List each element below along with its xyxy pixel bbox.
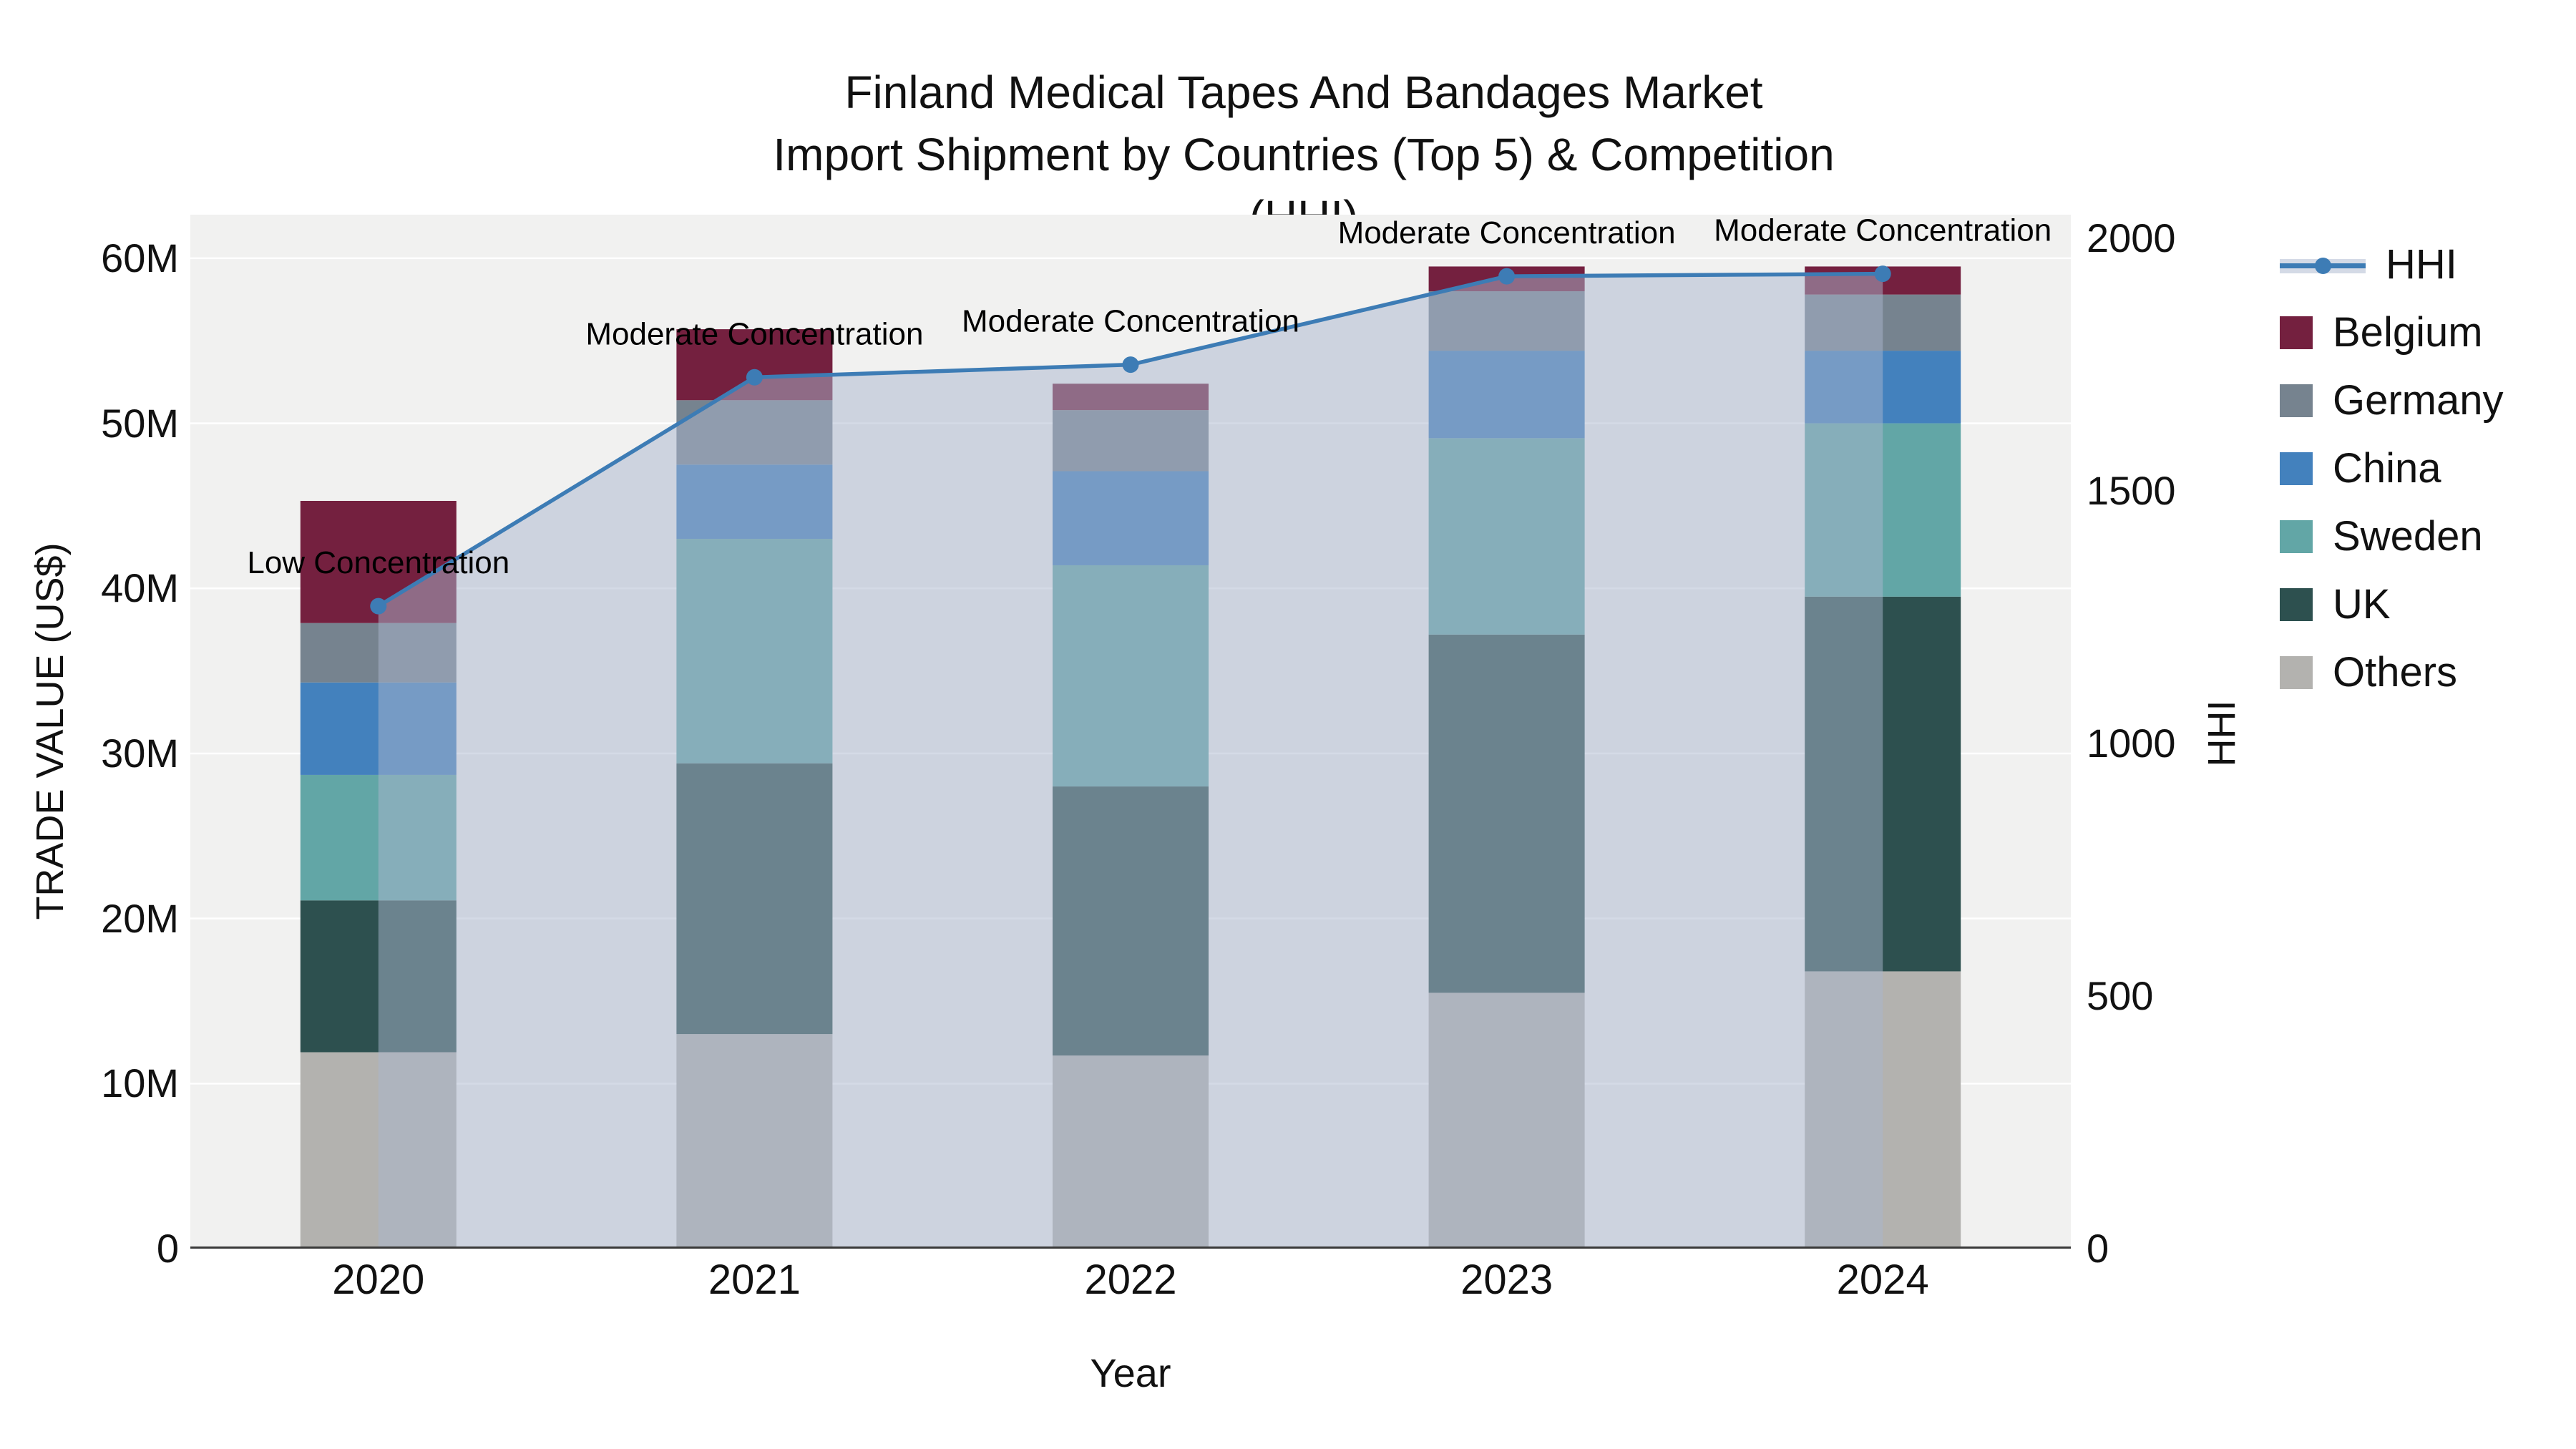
legend-swatch-sweden xyxy=(2280,519,2313,553)
legend-item-sweden[interactable]: Sweden xyxy=(2280,502,2504,570)
y-tick-left-50M: 50M xyxy=(101,400,179,446)
x-tick-2023: 2023 xyxy=(1460,1257,1553,1303)
annotation-2021: Moderate Concentration xyxy=(585,316,923,351)
chart-title-block: Finland Medical Tapes And Bandages Marke… xyxy=(731,62,1876,248)
hhi-marker-2024 xyxy=(1874,265,1891,283)
y-tick-left-30M: 30M xyxy=(101,730,179,776)
legend-label-belgium: Belgium xyxy=(2333,309,2483,356)
legend-item-others[interactable]: Others xyxy=(2280,638,2504,706)
x-tick-2020: 2020 xyxy=(332,1257,425,1303)
x-axis-title: Year xyxy=(1090,1350,1171,1395)
x-tick-2024: 2024 xyxy=(1836,1257,1929,1303)
annotation-2024: Moderate Concentration xyxy=(1714,215,2051,248)
legend-item-belgium[interactable]: Belgium xyxy=(2280,298,2504,366)
y-tick-left-20M: 20M xyxy=(101,895,179,941)
hhi-marker-2021 xyxy=(746,369,763,386)
y-tick-right-500: 500 xyxy=(2087,973,2154,1019)
plot-area: Low Concentration Moderate Concentration M… xyxy=(190,215,2071,1249)
legend: HHI Belgium Germany China Sweden UK Others xyxy=(2280,230,2504,706)
legend-label-sweden: Sweden xyxy=(2333,513,2483,560)
legend-label-germany: Germany xyxy=(2333,377,2504,424)
hhi-marker-2022 xyxy=(1122,356,1139,374)
y-tick-left-10M: 10M xyxy=(101,1060,179,1106)
hhi-line-legend-icon xyxy=(2280,248,2366,281)
hhi-marker-sample xyxy=(2315,257,2331,274)
y-tick-right-2000: 2000 xyxy=(2087,215,2176,261)
legend-item-china[interactable]: China xyxy=(2280,434,2504,502)
hhi-marker-2020 xyxy=(370,597,387,615)
legend-label-hhi: HHI xyxy=(2386,241,2457,288)
legend-swatch-germany xyxy=(2280,384,2313,417)
legend-item-hhi[interactable]: HHI xyxy=(2280,230,2504,298)
legend-item-germany[interactable]: Germany xyxy=(2280,366,2504,434)
hhi-area-fill xyxy=(378,273,1883,1249)
x-tick-2021: 2021 xyxy=(708,1257,801,1303)
x-tick-2022: 2022 xyxy=(1084,1257,1177,1303)
y-tick-left-0: 0 xyxy=(156,1226,179,1271)
y-tick-left-40M: 40M xyxy=(101,565,179,611)
y-tick-right-1500: 1500 xyxy=(2087,468,2176,514)
legend-swatch-others xyxy=(2280,655,2313,689)
annotation-2020: Low Concentration xyxy=(247,545,509,580)
legend-item-uk[interactable]: UK xyxy=(2280,570,2504,638)
y-tick-right-1000: 1000 xyxy=(2087,721,2176,766)
legend-label-others: Others xyxy=(2333,649,2458,696)
chart-title: Finland Medical Tapes And Bandages Marke… xyxy=(844,67,1763,118)
y-tick-right-0: 0 xyxy=(2087,1226,2109,1271)
annotation-2023: Moderate Concentration xyxy=(1338,215,1676,250)
annotation-2022: Moderate Concentration xyxy=(962,304,1299,339)
legend-label-uk: UK xyxy=(2333,581,2391,628)
legend-swatch-belgium xyxy=(2280,316,2313,349)
legend-label-china: China xyxy=(2333,445,2441,492)
chart-subtitle: Import Shipment by Countries (Top 5) & C… xyxy=(773,129,1835,243)
y-tick-left-60M: 60M xyxy=(101,235,179,280)
legend-swatch-uk xyxy=(2280,587,2313,621)
legend-swatch-china xyxy=(2280,452,2313,485)
hhi-marker-2023 xyxy=(1498,268,1516,285)
